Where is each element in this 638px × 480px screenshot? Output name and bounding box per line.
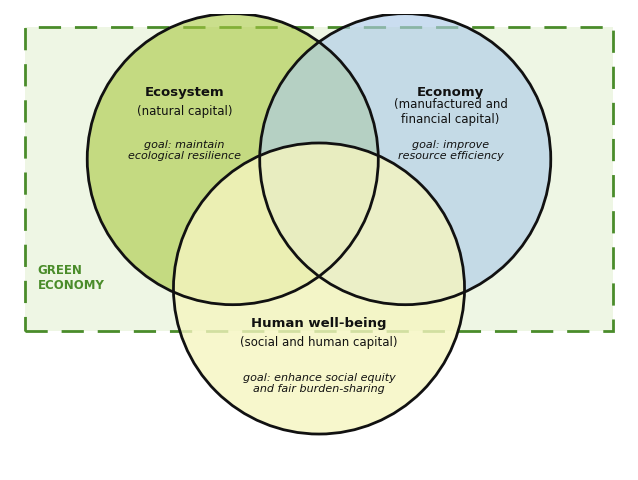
Text: GREEN
ECONOMY: GREEN ECONOMY [38, 264, 105, 292]
Text: Economy: Economy [417, 86, 484, 99]
Text: (social and human capital): (social and human capital) [241, 336, 397, 349]
Text: goal: enhance social equity
and fair burden-sharing: goal: enhance social equity and fair bur… [242, 372, 396, 394]
Text: Human well-being: Human well-being [251, 316, 387, 329]
Text: goal: maintain
ecological resilience: goal: maintain ecological resilience [128, 140, 241, 161]
Text: (natural capital): (natural capital) [137, 105, 232, 118]
Circle shape [174, 143, 464, 434]
Text: (manufactured and
financial capital): (manufactured and financial capital) [394, 98, 507, 126]
Circle shape [260, 13, 551, 305]
Circle shape [87, 13, 378, 305]
Bar [25, 27, 613, 331]
Text: goal: improve
resource efficiency: goal: improve resource efficiency [397, 140, 503, 161]
Bar [25, 27, 613, 331]
Text: Ecosystem: Ecosystem [144, 86, 224, 99]
